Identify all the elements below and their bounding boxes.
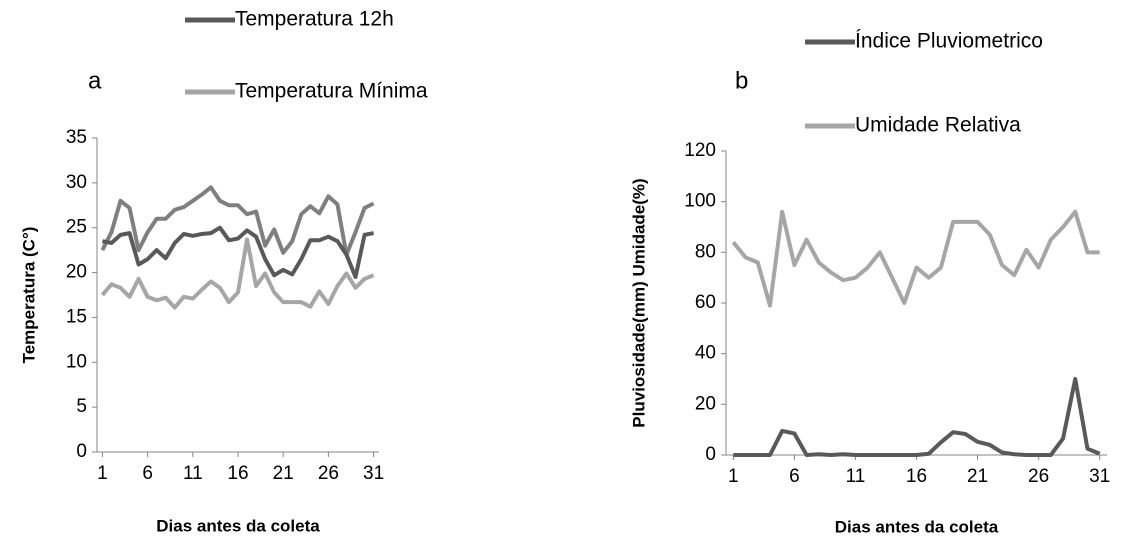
legend-label: Temperatura Mínima bbox=[235, 80, 428, 103]
x-tick-label: 21 bbox=[273, 463, 294, 484]
panel-label: b bbox=[735, 67, 748, 94]
series-line bbox=[733, 377, 1101, 457]
x-tick-label: 26 bbox=[1028, 466, 1049, 487]
x-tick-label: 11 bbox=[183, 463, 203, 484]
y-tick-label: 80 bbox=[695, 241, 716, 262]
series-line bbox=[100, 237, 375, 310]
series-line bbox=[100, 185, 375, 257]
y-tick-label: 100 bbox=[684, 191, 716, 212]
y-tick-label: 40 bbox=[695, 343, 716, 364]
y-tick-label: 0 bbox=[705, 444, 716, 465]
x-tick-label: 1 bbox=[97, 463, 108, 484]
legend-label: Índice Pluviometrico bbox=[855, 30, 1043, 53]
y-tick-label: 20 bbox=[66, 262, 87, 283]
x-tick-label: 6 bbox=[142, 463, 153, 484]
x-tick-label: 31 bbox=[363, 463, 384, 484]
y-tick-label: 10 bbox=[66, 351, 87, 372]
series-line bbox=[102, 225, 374, 280]
y-tick-label: 30 bbox=[66, 172, 87, 193]
x-tick-label: 26 bbox=[318, 463, 339, 484]
x-tick-label: 16 bbox=[227, 463, 248, 484]
legend-label: Umidade Relativa bbox=[855, 114, 1021, 137]
y-tick-label: 15 bbox=[66, 306, 87, 327]
y-tick-label: 20 bbox=[695, 393, 716, 414]
x-tick-label: 16 bbox=[906, 466, 927, 487]
y-tick-label: 5 bbox=[76, 396, 87, 417]
x-tick-label: 31 bbox=[1089, 466, 1110, 487]
y-tick-label: 0 bbox=[76, 441, 87, 462]
x-tick-label: 6 bbox=[789, 466, 800, 487]
x-axis-label: Dias antes da coleta bbox=[835, 517, 999, 536]
panel-label: a bbox=[88, 67, 102, 94]
x-tick-label: 21 bbox=[967, 466, 988, 487]
x-axis-label: Dias antes da coleta bbox=[156, 516, 320, 535]
y-tick-label: 35 bbox=[66, 127, 87, 148]
y-tick-label: 25 bbox=[66, 217, 87, 238]
x-tick-label: 1 bbox=[728, 466, 739, 487]
y-axis-label: Temperatura (C°) bbox=[19, 227, 38, 364]
series-line bbox=[731, 209, 1100, 308]
y-axis-label: Pluviosidade(mm) Umidade(%) bbox=[629, 178, 648, 427]
y-tick-label: 60 bbox=[695, 292, 716, 313]
legend-label: Temperatura 12h bbox=[235, 8, 394, 31]
x-tick-label: 11 bbox=[846, 466, 866, 487]
y-tick-label: 120 bbox=[684, 140, 716, 161]
